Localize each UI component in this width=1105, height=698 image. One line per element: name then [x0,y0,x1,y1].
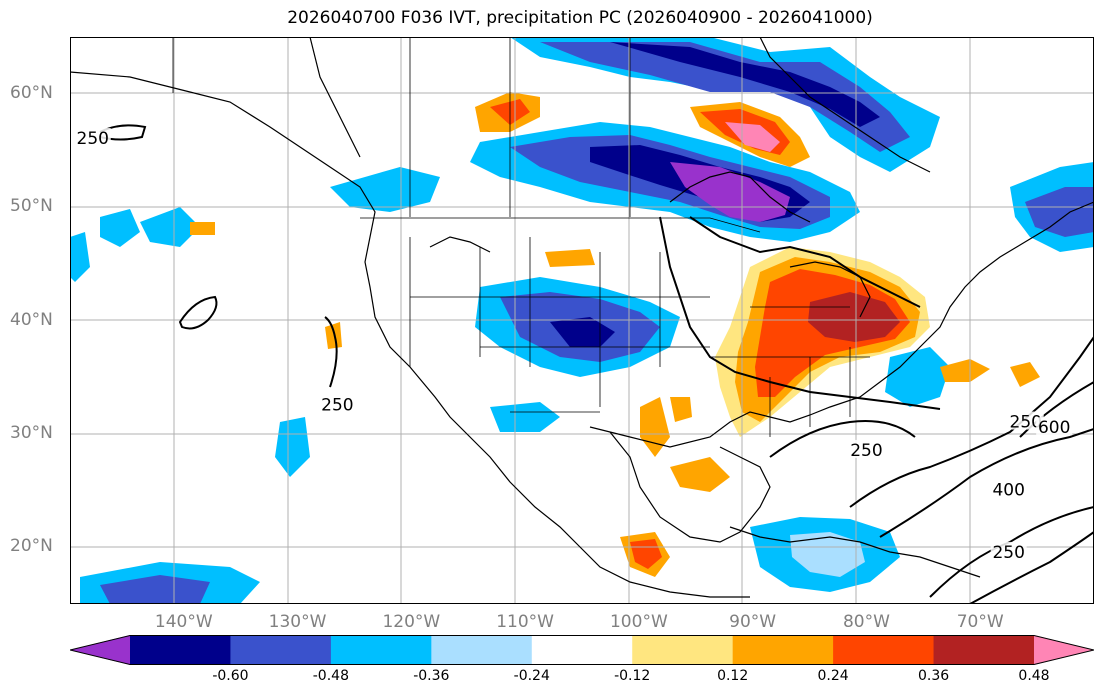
longitude-tick-label: 70°W [956,612,1004,632]
latitude-tick-label: 20°N [10,536,53,557]
colorbar-tick-label: -0.24 [513,668,550,684]
colorbar-segment [130,635,231,665]
longitude-tick-label: 80°W [842,612,890,632]
colorbar-tick-label: 0.36 [917,668,950,684]
contour-label: 250 [850,441,882,461]
colorbar-tick-label: -0.48 [312,668,349,684]
contour-label: 250 [992,543,1024,563]
colorbar-tick-label: 0.12 [717,668,749,684]
colorbar-underflow-extension [70,635,130,665]
contour-label: 250 [77,129,109,149]
contour-label-background [74,128,111,147]
map-panel: 250 250 250 250 600 400 250 [70,37,1094,604]
contour-label-background [990,541,1027,560]
colorbar-tick-label: -0.60 [212,668,249,684]
latitude-tick-label: 60°N [10,82,53,103]
contour-label: 250 [321,396,353,416]
longitude-tick-label: 100°W [609,612,668,632]
contour-label-background [990,479,1027,498]
colorbar-tick-label: -0.36 [413,668,450,684]
contour-label-background [1036,417,1073,436]
latitude-tick-label: 40°N [10,309,53,330]
colorbar-segment [531,635,633,665]
latitude-tick-label: 30°N [10,422,53,443]
longitude-tick-label: 110°W [496,612,554,632]
colorbar-tick-label: 0.24 [817,668,849,684]
colorbar-tick-label: -0.12 [614,668,651,684]
colorbar-outline [70,635,1094,665]
contour-label-background [848,439,885,458]
latitude-tick-label: 50°N [10,196,53,217]
political-borders [172,37,870,437]
map-gridlines [70,37,1094,604]
contour-label: 250 [1010,413,1042,433]
longitude-tick-label: 120°W [382,612,441,632]
contour-label-background [319,394,356,413]
longitude-tick-label: 130°W [268,612,327,632]
colorbar-segment [431,635,533,665]
contour-label-background [1007,411,1044,430]
contour-label: 600 [1038,418,1070,438]
colorbar [70,635,1094,665]
colorbar-segment [933,635,1035,665]
map-frame [70,37,1094,604]
coastlines [70,37,1094,598]
colorbar-segment [732,635,834,665]
colorbar-tick-label: 0.48 [1018,668,1050,684]
map-title: 2026040700 F036 IVT, precipitation PC (2… [287,8,873,28]
contour-label: 400 [992,481,1024,501]
ivt-contours [99,124,1094,604]
longitude-tick-label: 90°W [729,612,777,632]
longitude-tick-label: 140°W [154,612,213,632]
colorbar-overflow-extension [1034,635,1094,665]
colorbar-segment [632,635,734,665]
colorbar-segment [230,635,332,665]
colorbar-segment [833,635,935,665]
colorbar-segment [330,635,432,665]
